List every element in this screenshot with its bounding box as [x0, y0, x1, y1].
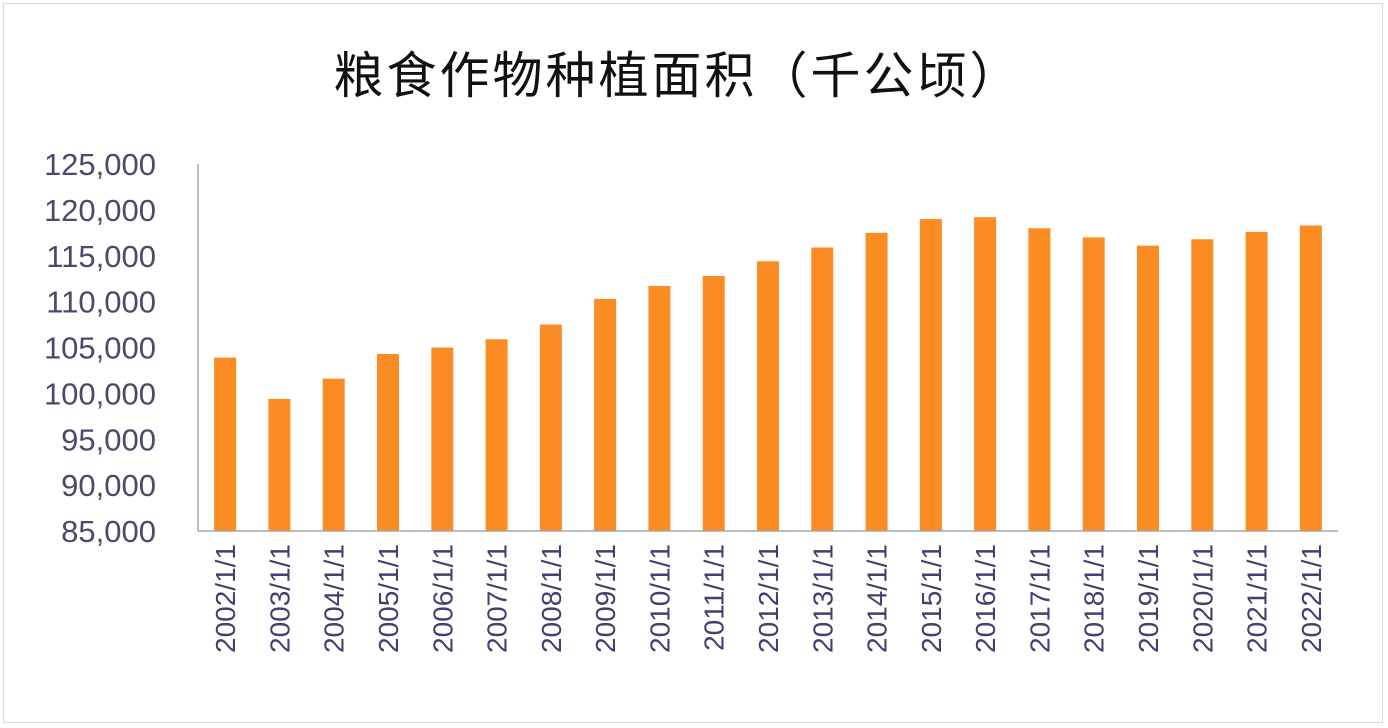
x-tick-label: 2016/1/1 — [970, 544, 1001, 653]
x-tick-label: 2017/1/1 — [1024, 544, 1055, 653]
y-tick-label: 120,000 — [44, 193, 156, 228]
x-tick-label: 2010/1/1 — [644, 544, 675, 653]
bar — [648, 286, 671, 531]
bar — [594, 298, 617, 531]
y-tick-label: 95,000 — [61, 422, 156, 457]
chart-title: 粮食作物种植面积（千公顷） — [333, 47, 1023, 105]
bar — [1028, 228, 1051, 531]
bar — [1245, 231, 1268, 531]
bars — [214, 217, 1322, 532]
bar — [322, 378, 345, 531]
bar — [485, 339, 508, 531]
x-tick-label: 2009/1/1 — [590, 544, 621, 653]
x-axis: 2002/1/1 2003/1/1 2004/1/1 2005/1/1 2006/1/1… — [198, 530, 1338, 653]
bar — [757, 261, 779, 531]
x-tick-label: 2007/1/1 — [482, 544, 513, 653]
bar — [1082, 237, 1105, 531]
bar — [1191, 239, 1214, 532]
x-tick-label: 2005/1/1 — [373, 544, 404, 653]
x-tick-label: 2013/1/1 — [807, 544, 838, 653]
bar — [1299, 225, 1322, 531]
x-tick-label: 2018/1/1 — [1079, 544, 1110, 653]
y-tick-label: 100,000 — [44, 376, 156, 411]
y-tick-label: 115,000 — [46, 239, 156, 274]
bar — [974, 217, 997, 531]
y-tick-label: 110,000 — [46, 285, 156, 320]
x-tick-label: 2011/1/1 — [699, 544, 730, 651]
bar — [702, 275, 725, 531]
x-tick-label: 2014/1/1 — [862, 544, 893, 653]
x-tick-label: 2003/1/1 — [264, 544, 295, 653]
x-tick-label: 2022/1/1 — [1296, 544, 1327, 653]
x-tick-label: 2006/1/1 — [427, 544, 458, 653]
y-tick-label: 85,000 — [61, 514, 156, 549]
bar — [268, 398, 291, 531]
x-tick-label: 2004/1/1 — [319, 544, 350, 653]
x-tick-label: 2019/1/1 — [1133, 544, 1164, 653]
y-tick-label: 90,000 — [61, 468, 156, 503]
y-tick-label: 125,000 — [44, 147, 156, 182]
bar — [919, 219, 942, 532]
bar — [539, 324, 562, 531]
x-tick-label: 2002/1/1 — [210, 544, 241, 653]
bar — [1137, 245, 1159, 531]
x-tick-label: 2008/1/1 — [536, 544, 567, 653]
y-tick-label: 105,000 — [44, 331, 156, 366]
x-tick-label: 2021/1/1 — [1242, 544, 1273, 653]
bar — [214, 357, 237, 531]
bar — [811, 247, 834, 531]
bar — [431, 347, 454, 531]
x-tick-label: 2020/1/1 — [1187, 544, 1218, 653]
bar — [865, 232, 888, 531]
x-tick-label: 2015/1/1 — [916, 544, 947, 653]
y-axis: 85,000 90,000 95,000 100,000 105,000 110,000 1… — [44, 147, 199, 549]
x-tick-label: 2012/1/1 — [753, 544, 784, 653]
bar — [377, 353, 399, 531]
